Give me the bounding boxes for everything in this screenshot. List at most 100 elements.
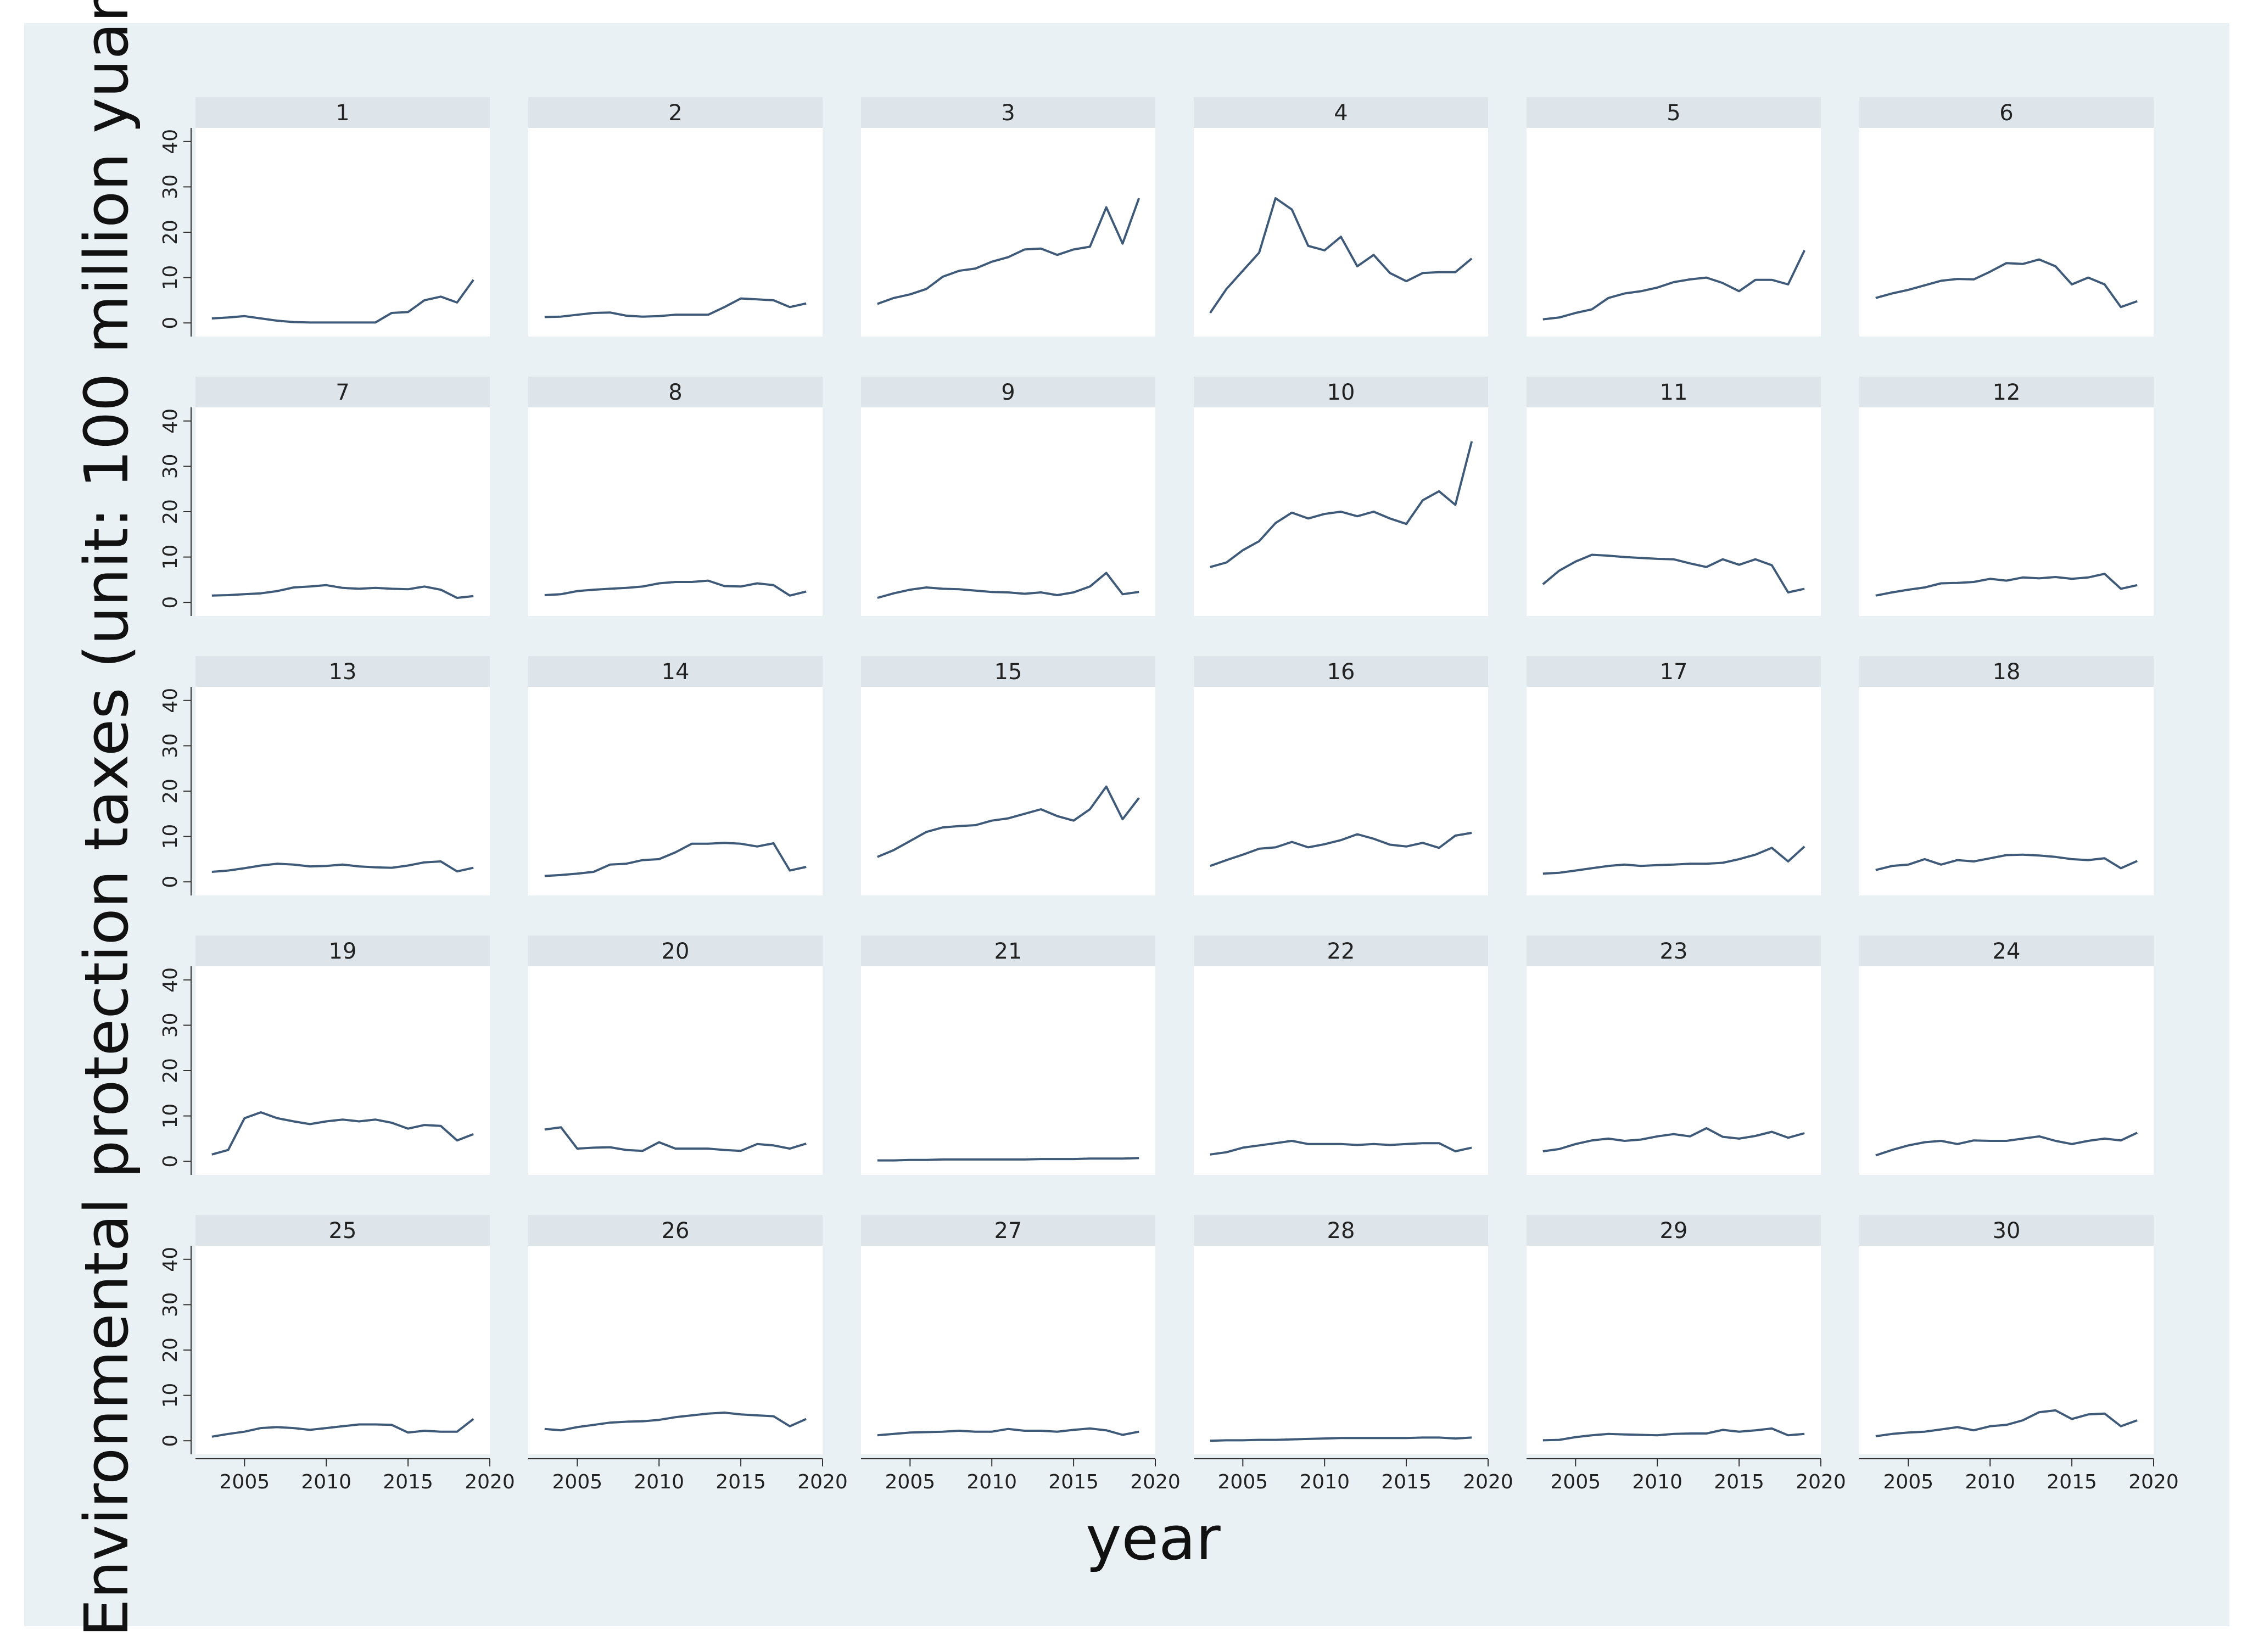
series-line <box>211 1418 474 1438</box>
panel-strip <box>1194 377 1488 407</box>
panel-strip <box>1194 656 1488 687</box>
panel-plot-area <box>861 687 1155 895</box>
panel-plot-area <box>195 1246 490 1454</box>
panel: 19 0 10 20 30 40 <box>159 936 490 1175</box>
panel-strip <box>528 936 823 966</box>
panel-plot-area <box>1859 407 2154 616</box>
x-tick-label: 2010 <box>966 1471 1017 1493</box>
x-tick-label: 2020 <box>797 1471 848 1493</box>
y-tick-label: 40 <box>159 408 182 434</box>
panel-strip-label: 20 <box>662 939 690 964</box>
panel-strip <box>195 1215 490 1246</box>
panel-strip-label: 13 <box>329 659 357 685</box>
panel-strip-label: 28 <box>1327 1218 1355 1244</box>
series-line <box>877 1157 1139 1162</box>
x-tick-label: 2010 <box>1965 1471 2015 1493</box>
panel-plot-area <box>1194 687 1488 895</box>
panel-plot-area <box>1859 128 2154 337</box>
x-tick-label: 2015 <box>1048 1471 1099 1493</box>
panel-plot-area <box>861 966 1155 1175</box>
panel-strip-label: 26 <box>662 1218 690 1244</box>
panel-strip <box>195 97 490 128</box>
panel-strip <box>1527 936 1821 966</box>
panel-strip <box>1527 656 1821 687</box>
panel-strip <box>1194 936 1488 966</box>
panel-strip-label: 5 <box>1667 100 1680 126</box>
panel: 20 <box>528 936 823 1175</box>
series-line <box>1210 441 1473 568</box>
panel-strip <box>1859 377 2154 407</box>
x-tick-label: 2005 <box>885 1471 936 1493</box>
panel-plot-area <box>528 687 823 895</box>
y-tick-label: 30 <box>159 1292 182 1317</box>
panel-strip <box>1859 97 2154 128</box>
y-tick-label: 0 <box>159 317 182 329</box>
series-line <box>1209 197 1473 314</box>
panel-strip-label: 15 <box>994 659 1022 685</box>
panel-strip-label: 22 <box>1327 939 1355 964</box>
panel-strip-label: 6 <box>1999 100 2013 126</box>
x-tick-label: 2005 <box>1551 1471 1601 1493</box>
panel-plot-area <box>195 128 490 337</box>
series-line <box>544 1412 807 1432</box>
panel-strip-label: 2 <box>668 100 682 126</box>
panel-strip-label: 9 <box>1001 380 1015 405</box>
series-line <box>877 785 1140 858</box>
panel-plot-area <box>195 966 490 1175</box>
y-tick-label: 10 <box>159 545 182 570</box>
panel-strip-label: 10 <box>1327 380 1355 405</box>
panel: 2 <box>528 97 823 337</box>
panel: 13 0 10 20 30 40 <box>159 656 490 895</box>
panel-plot-area <box>1194 128 1488 337</box>
panel-plot-area <box>1527 407 1821 616</box>
panel: 21 <box>861 936 1155 1175</box>
y-tick-label: 20 <box>159 499 182 524</box>
panel: 18 <box>1859 656 2154 895</box>
series-line <box>1875 1132 2138 1157</box>
panel-strip <box>1194 1215 1488 1246</box>
x-tick-label: 2015 <box>383 1471 433 1493</box>
panel-strip-label: 16 <box>1327 659 1355 685</box>
panel-strip <box>528 1215 823 1246</box>
series-line <box>877 1427 1139 1437</box>
y-tick-label: 20 <box>159 1337 182 1363</box>
x-tick-label: 2015 <box>2047 1471 2097 1493</box>
panel-strip-label: 11 <box>1660 380 1688 405</box>
panel-plot-area <box>528 407 823 616</box>
panel-strip <box>1859 1215 2154 1246</box>
panel-strip <box>528 377 823 407</box>
y-tick-label: 20 <box>159 779 182 804</box>
series-line <box>1210 1140 1472 1156</box>
x-tick-label: 2015 <box>715 1471 766 1493</box>
y-tick-label: 0 <box>159 1435 182 1447</box>
panel: 7 0 10 20 30 40 <box>159 377 490 616</box>
y-axis-title: Environmental protection taxes (unit: 10… <box>71 0 142 1637</box>
panel: 11 <box>1527 377 1821 616</box>
panel: 8 <box>528 377 823 616</box>
panel-strip-label: 27 <box>994 1218 1022 1244</box>
panel: 4 <box>1194 97 1488 337</box>
series-line <box>1542 1427 1805 1442</box>
panel: 24 <box>1859 936 2154 1175</box>
y-tick-label: 10 <box>159 1383 182 1408</box>
panel-strip <box>1859 656 2154 687</box>
panel-strip-label: 18 <box>1993 659 2021 685</box>
y-tick-label: 30 <box>159 733 182 758</box>
series-line <box>1542 250 1806 321</box>
y-tick-label: 30 <box>159 1012 182 1038</box>
panel-strip <box>861 936 1155 966</box>
panel-plot-area <box>1527 128 1821 337</box>
panel-strip-label: 21 <box>994 939 1022 964</box>
panel: 25 0 10 20 30 40 2005 2010 2015 2020 <box>159 1215 515 1493</box>
panel: 6 <box>1859 97 2154 337</box>
panel-strip-label: 23 <box>1660 939 1688 964</box>
series-line <box>544 579 807 597</box>
x-tick-label: 2015 <box>1381 1471 1432 1493</box>
panel-strip <box>528 97 823 128</box>
panel-plot-area <box>1527 687 1821 895</box>
panel-strip-label: 3 <box>1001 100 1015 126</box>
y-tick-label: 0 <box>159 876 182 888</box>
x-tick-label: 2005 <box>1883 1471 1934 1493</box>
